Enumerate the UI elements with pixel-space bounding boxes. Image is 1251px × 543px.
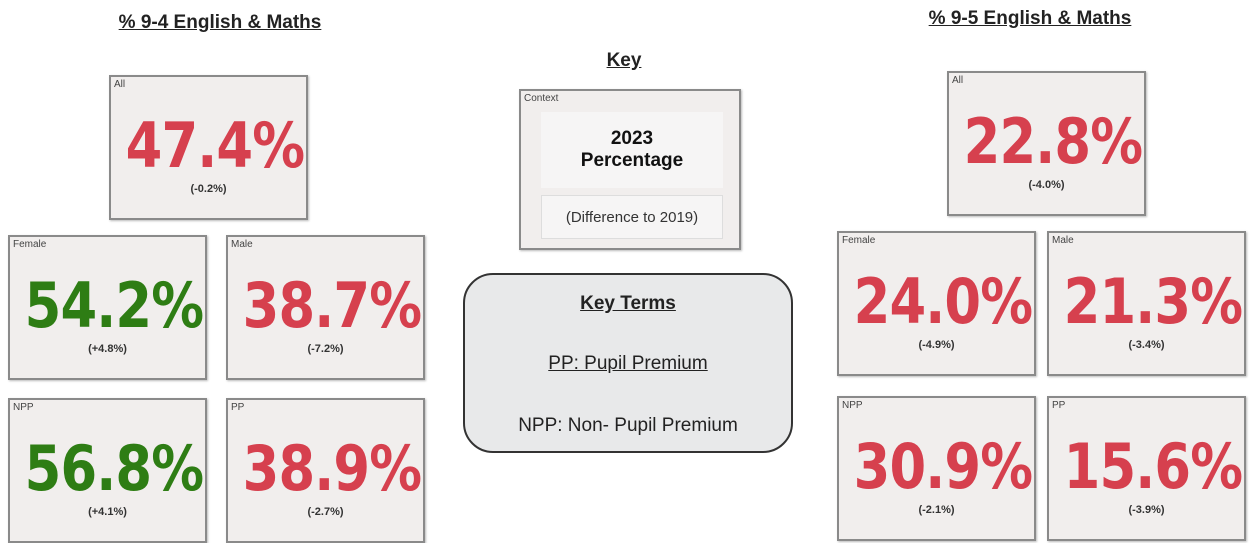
- card-difference: (-7.2%): [307, 343, 344, 355]
- kpi-card: Female 54.2% (+4.8%): [8, 235, 207, 380]
- card-label: All: [952, 75, 964, 86]
- card-label: PP: [1052, 400, 1066, 411]
- kpi-card: Female 24.0% (-4.9%): [837, 231, 1036, 376]
- card-label: NPP: [13, 402, 34, 413]
- card-label: Male: [1052, 235, 1074, 246]
- key-card: Context 2023 Percentage (Difference to 2…: [519, 89, 741, 250]
- key-term: PP: Pupil Premium: [548, 353, 708, 374]
- card-value: 38.9%: [242, 432, 422, 505]
- kpi-card: NPP 30.9% (-2.1%): [837, 396, 1036, 541]
- card-label: PP: [231, 402, 245, 413]
- card-difference: (-3.9%): [1128, 504, 1165, 516]
- card-value: 15.6%: [1063, 430, 1243, 503]
- card-label: Male: [231, 239, 253, 250]
- card-label: Female: [842, 235, 876, 246]
- key-card-label: Context: [524, 93, 559, 104]
- key-percentage: 2023 Percentage: [541, 112, 723, 188]
- card-value: 54.2%: [24, 269, 204, 342]
- card-label: NPP: [842, 400, 863, 411]
- card-value: 30.9%: [853, 430, 1033, 503]
- card-difference: (-3.4%): [1128, 339, 1165, 351]
- card-difference: (-2.1%): [918, 504, 955, 516]
- panel-title: % 9-4 English & Maths: [118, 12, 322, 33]
- card-value: 38.7%: [242, 269, 422, 342]
- card-difference: (-4.9%): [918, 339, 955, 351]
- kpi-card: All 47.4% (-0.2%): [109, 75, 308, 220]
- kpi-card: All 22.8% (-4.0%): [947, 71, 1146, 216]
- key-terms-title: Key Terms: [580, 293, 676, 314]
- panel-title: % 9-5 English & Maths: [928, 8, 1132, 29]
- key-line: Percentage: [580, 150, 684, 171]
- card-label: Female: [13, 239, 47, 250]
- card-value: 21.3%: [1063, 265, 1243, 338]
- card-difference: (+4.8%): [88, 343, 127, 355]
- card-difference: (+4.1%): [88, 506, 127, 518]
- card-difference: (-0.2%): [190, 183, 227, 195]
- card-value: 24.0%: [853, 265, 1033, 338]
- key-line: 2023: [610, 128, 654, 149]
- kpi-card: PP 15.6% (-3.9%): [1047, 396, 1246, 541]
- kpi-card: Male 38.7% (-7.2%): [226, 235, 425, 380]
- key-term: NPP: Non- Pupil Premium: [518, 415, 738, 436]
- card-value: 47.4%: [125, 109, 305, 182]
- kpi-card: Male 21.3% (-3.4%): [1047, 231, 1246, 376]
- card-value: 22.8%: [963, 105, 1143, 178]
- key-title: Key: [606, 50, 642, 71]
- key-difference: (Difference to 2019): [541, 195, 723, 239]
- card-difference: (-4.0%): [1028, 179, 1065, 191]
- card-label: All: [114, 79, 126, 90]
- key-terms: Key Terms PP: Pupil Premium NPP: Non- Pu…: [463, 273, 793, 453]
- kpi-card: PP 38.9% (-2.7%): [226, 398, 425, 543]
- kpi-card: NPP 56.8% (+4.1%): [8, 398, 207, 543]
- card-value: 56.8%: [24, 432, 204, 505]
- card-difference: (-2.7%): [307, 506, 344, 518]
